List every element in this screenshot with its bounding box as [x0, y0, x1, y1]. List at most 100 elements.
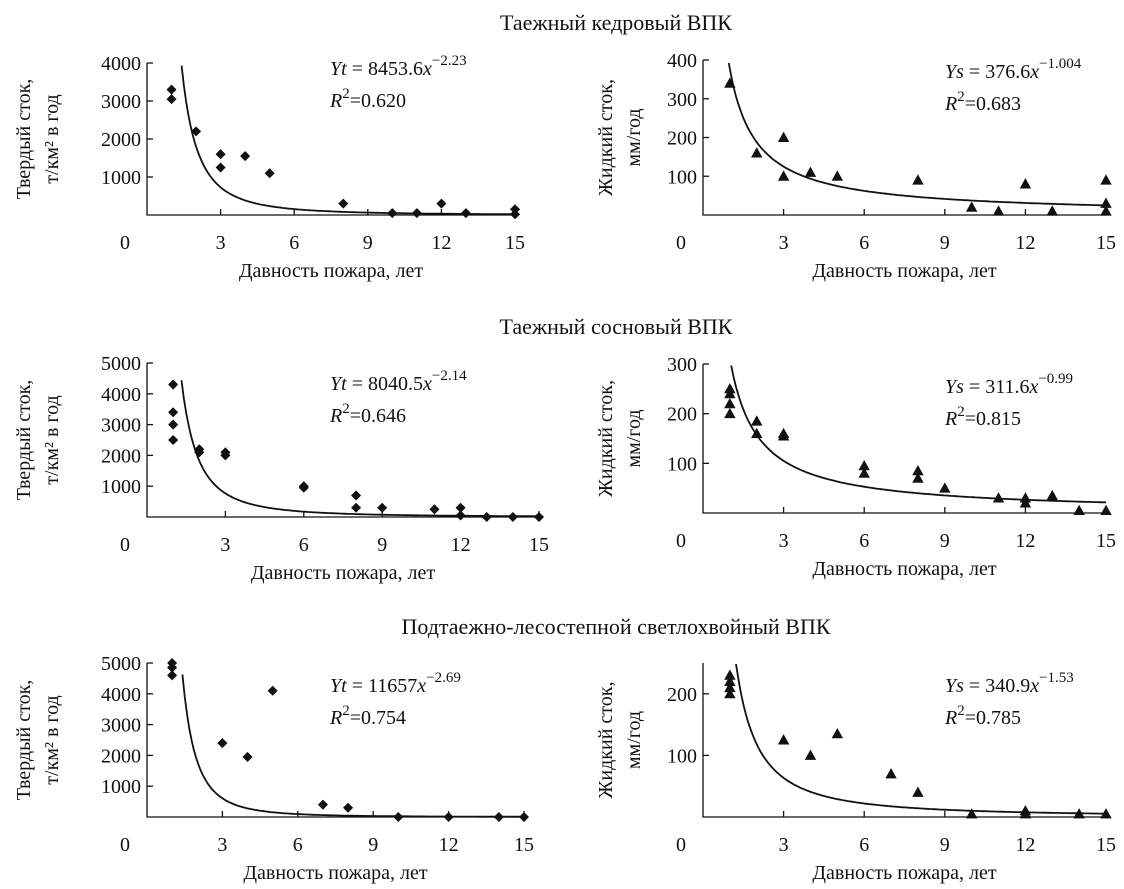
- equation-exponent: −1.53: [1039, 670, 1074, 686]
- data-point: [965, 201, 978, 212]
- data-point: [777, 170, 790, 181]
- equation-x: x: [1029, 61, 1039, 83]
- data-point: [1019, 178, 1032, 189]
- y-axis-label-line-1: Твердый сток,: [13, 380, 35, 501]
- r-squared-symbol: R: [944, 408, 957, 430]
- equation-equals: =: [964, 675, 985, 697]
- x-tick-label: 15: [529, 534, 549, 556]
- r-squared-equals: =: [965, 707, 976, 729]
- y-axis-label: Твердый сток, т/км² в год: [13, 680, 63, 801]
- data-point: [777, 131, 790, 142]
- x-tick-label: 6: [299, 534, 309, 556]
- equation-equals: =: [347, 373, 368, 395]
- equation-x: x: [416, 675, 426, 697]
- data-point: [912, 174, 924, 185]
- x-tick-label: 6: [859, 232, 869, 254]
- axes: [146, 363, 539, 518]
- data-point: [912, 786, 924, 797]
- equation-x: x: [422, 58, 432, 80]
- x-tick-label: 9: [940, 232, 950, 254]
- equation: Yt = 8453.6x−2.23: [330, 53, 467, 80]
- fit-curve: [735, 663, 1107, 815]
- data-point: [533, 511, 545, 523]
- y-axis-label-line-2: мм/год: [623, 409, 645, 467]
- data-point: [1046, 205, 1058, 216]
- equation: Ys = 376.6x−1.004: [945, 56, 1082, 83]
- axes: [702, 663, 1106, 818]
- r-squared-power: 2: [957, 703, 965, 719]
- data-point: [1100, 808, 1112, 819]
- y-tick-label: 100: [667, 453, 697, 475]
- data-point: [436, 198, 447, 209]
- data-point: [167, 670, 178, 681]
- r-squared-power: 2: [342, 401, 350, 417]
- equation-variable: Ys: [945, 675, 964, 697]
- data-point: [351, 490, 362, 501]
- y-tick-label: 300: [667, 89, 697, 111]
- r-squared-symbol: R: [944, 707, 957, 729]
- data-point: [411, 208, 422, 219]
- data-point: [377, 502, 388, 513]
- data-point: [429, 504, 440, 515]
- y-tick-label: 200: [667, 684, 697, 706]
- data-point: [168, 419, 179, 430]
- x-tick-label: 15: [1096, 530, 1116, 552]
- r-squared: R2=0.620: [329, 86, 406, 112]
- x-tick-label: 15: [1096, 232, 1116, 254]
- data-point: [912, 472, 924, 483]
- r-squared-value: 0.646: [361, 405, 406, 427]
- y-axis-label-line-2: т/км² в год: [41, 395, 63, 484]
- r-squared-equals: =: [350, 707, 361, 729]
- data-point: [338, 198, 349, 209]
- y-tick-label: 200: [667, 128, 697, 150]
- data-point: [242, 751, 253, 762]
- r-squared: R2=0.815: [944, 404, 1021, 430]
- x-tick-label: 6: [859, 530, 869, 552]
- x-tick-label: 3: [779, 232, 789, 254]
- y-tick-label: 400: [667, 50, 697, 72]
- y-tick-label: 2000: [101, 445, 141, 467]
- r-squared: R2=0.683: [944, 89, 1021, 115]
- y-tick-label: 3000: [101, 91, 141, 113]
- data-point: [724, 407, 736, 419]
- x-tick-label: 15: [1096, 834, 1116, 856]
- data-point: [507, 511, 518, 523]
- data-point: [264, 168, 275, 179]
- data-point: [166, 94, 177, 105]
- equation-coefficient: 311.6: [985, 376, 1029, 398]
- data-point: [509, 209, 521, 220]
- y-axis-label: Жидкий сток, мм/год: [595, 79, 645, 196]
- data-point: [885, 768, 897, 779]
- data-point: [939, 482, 951, 493]
- x-axis-label: Давность пожара, лет: [812, 862, 997, 884]
- row-title-1: Таежный кедровый ВПК: [500, 10, 732, 35]
- equation-coefficient: 8453.6: [368, 58, 423, 80]
- data-point: [267, 685, 278, 696]
- data-point: [217, 738, 228, 749]
- equation: Ys = 340.9x−1.53: [945, 670, 1074, 697]
- data-point: [1073, 504, 1085, 515]
- y-tick-label: 300: [667, 354, 697, 376]
- x-tick-label: 3: [779, 530, 789, 552]
- r-squared-symbol: R: [329, 90, 342, 112]
- data-point: [724, 77, 736, 88]
- equation-variable: Ys: [945, 61, 964, 83]
- data-point: [460, 208, 471, 219]
- r-squared-value: 0.815: [976, 408, 1021, 430]
- x-tick-label: 12: [439, 834, 459, 856]
- scatter-panel-6: 0 3 6 9 12 15 100 200 Давность пожара, лет Жидкий…: [595, 663, 1116, 884]
- y-tick-label: 1000: [101, 167, 141, 189]
- y-axis-label-line-1: Жидкий сток,: [595, 380, 617, 497]
- y-tick-label: 3000: [101, 415, 141, 437]
- data-point: [831, 728, 844, 739]
- data-point: [166, 84, 177, 95]
- x-axis-label: Давность пожара, лет: [812, 260, 997, 282]
- row-title-3: Подтаежно-лесостепной светлохвойный ВПК: [401, 614, 830, 639]
- y-tick-label: 5000: [101, 653, 141, 675]
- fit-curve: [181, 674, 525, 818]
- y-tick-label: 4000: [101, 384, 141, 406]
- data-point: [168, 407, 179, 418]
- data-point: [751, 147, 763, 158]
- data-point: [1046, 489, 1058, 501]
